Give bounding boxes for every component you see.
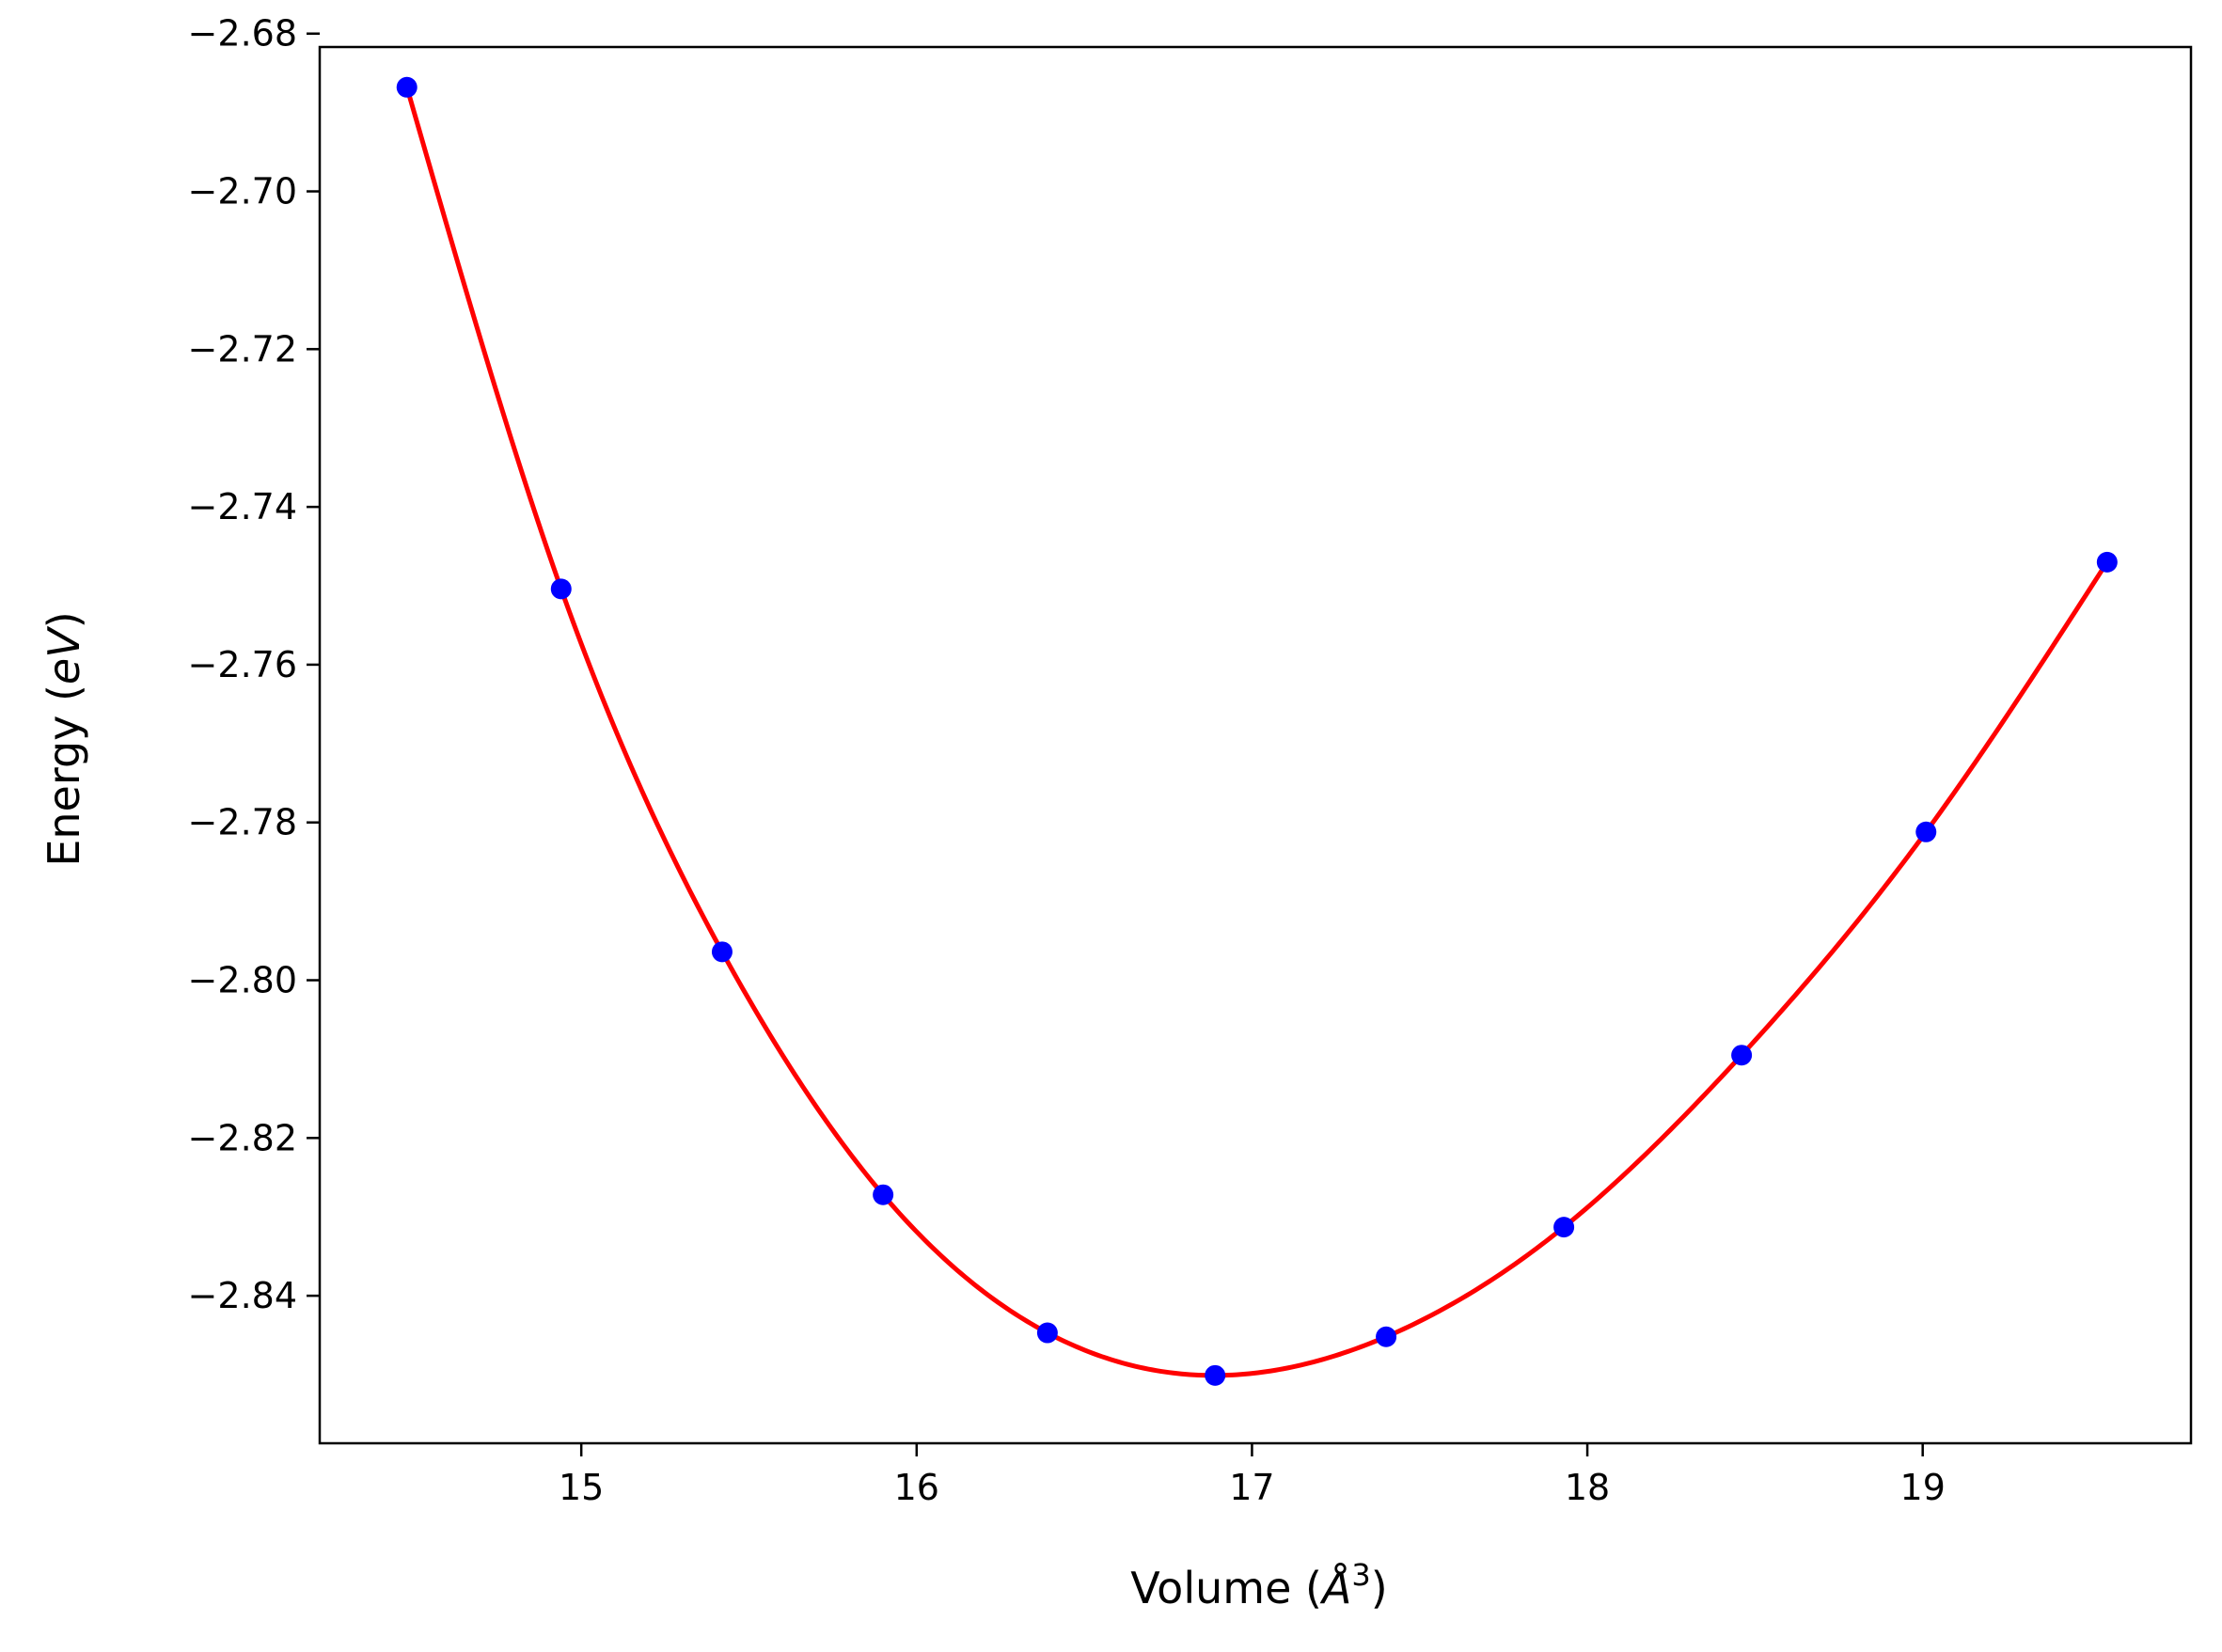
y-tick-label: −2.84 <box>188 1275 297 1316</box>
data-point <box>1205 1364 1226 1386</box>
y-tick-label: −2.72 <box>188 328 297 370</box>
x-axis-ticks: 15 16 17 18 19 <box>559 1443 1946 1508</box>
data-point <box>1915 821 1937 842</box>
y-tick-label: −2.78 <box>188 802 297 843</box>
data-point <box>873 1184 894 1205</box>
x-tick-label: 19 <box>1900 1467 1946 1508</box>
y-tick-label: −2.80 <box>188 960 297 1001</box>
fit-curve <box>404 87 2109 1378</box>
x-tick-label: 16 <box>894 1467 939 1508</box>
fit-curve-layer <box>404 87 2109 1378</box>
y-tick-label: −2.82 <box>188 1117 297 1158</box>
data-point <box>1553 1217 1575 1238</box>
x-tick-label: 17 <box>1229 1467 1274 1508</box>
y-tick-label: −2.76 <box>188 644 297 685</box>
y-axis-title: Energy (eV) <box>39 611 89 866</box>
axes-frame <box>318 45 2193 1445</box>
x-axis-title: Volume (Å3) <box>1130 1557 1387 1613</box>
y-tick-label: −2.68 <box>188 13 297 55</box>
y-axis-ticks: −2.68 −2.70 −2.72 −2.74 −2.76 −2.78 −2.80 −2.82… <box>188 13 320 1316</box>
data-point <box>550 578 572 600</box>
data-point <box>1731 1045 1753 1066</box>
data-point <box>2096 551 2118 573</box>
y-tick-label: −2.70 <box>188 171 297 212</box>
data-point <box>396 76 418 98</box>
y-tick-label: −2.74 <box>188 486 297 527</box>
data-point <box>1376 1326 1397 1347</box>
data-point <box>711 941 733 963</box>
data-points-layer <box>396 76 2118 1386</box>
x-tick-label: 15 <box>559 1467 604 1508</box>
plot-area <box>318 45 2193 1445</box>
x-tick-label: 18 <box>1565 1467 1610 1508</box>
data-point <box>1036 1322 1058 1344</box>
